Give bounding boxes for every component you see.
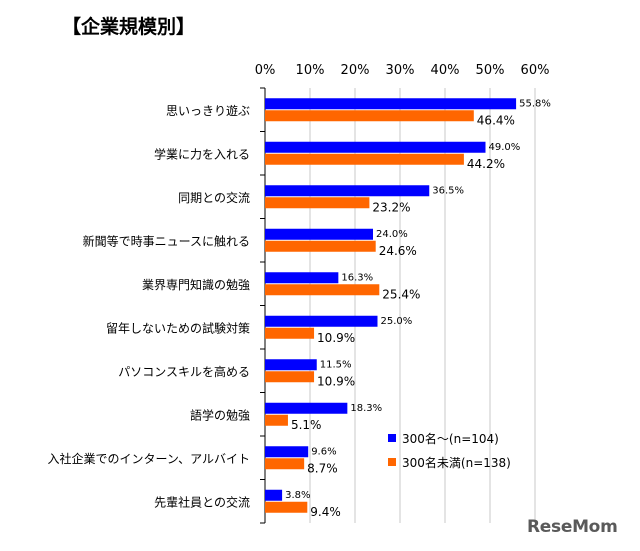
legend-item-small: 300名未満(n=138) — [388, 450, 511, 474]
data-label: 36.5% — [432, 185, 464, 196]
legend: 300名～(n=104) 300名未満(n=138) — [388, 426, 511, 474]
category-label: 業界専門知識の勉強 — [142, 278, 250, 292]
bar — [265, 98, 517, 110]
data-label: 55.8% — [519, 98, 551, 109]
x-tick-label: 10% — [296, 63, 325, 78]
x-tick-label: 30% — [386, 63, 415, 78]
data-label: 46.4% — [477, 113, 515, 127]
bar — [265, 197, 370, 209]
bar — [265, 446, 309, 458]
category-label: 思いっきり遊ぶ — [166, 103, 250, 118]
bar — [265, 153, 464, 165]
bar — [265, 284, 380, 296]
data-label: 8.7% — [307, 461, 338, 475]
category-label: 留年しないための試験対策 — [106, 320, 250, 335]
data-label: 25.4% — [382, 287, 420, 301]
bar — [265, 141, 486, 153]
data-label: 23.2% — [372, 200, 410, 214]
bar — [265, 240, 376, 252]
data-label: 24.6% — [379, 244, 417, 258]
bar — [265, 458, 305, 470]
legend-label-large: 300名～(n=104) — [402, 431, 499, 446]
bar — [265, 359, 317, 371]
data-label: 9.6% — [311, 446, 336, 457]
category-label: 学業に力を入れる — [154, 146, 250, 161]
bar — [265, 414, 288, 426]
data-label: 25.0% — [381, 316, 413, 327]
data-label: 11.5% — [320, 359, 352, 370]
x-tick-label: 50% — [476, 63, 505, 78]
x-tick-label: 60% — [521, 63, 550, 78]
category-label: 先輩社員との交流 — [154, 494, 250, 509]
x-tick-label: 0% — [255, 63, 276, 78]
bar — [265, 402, 348, 414]
data-label: 5.1% — [291, 418, 322, 432]
data-label: 10.9% — [317, 331, 355, 345]
bar — [265, 501, 308, 513]
resemom-logo: ReseMom — [527, 517, 618, 537]
bar — [265, 185, 430, 197]
data-label: 44.2% — [467, 157, 505, 171]
data-label: 49.0% — [489, 142, 521, 153]
bar — [265, 272, 339, 284]
legend-item-large: 300名～(n=104) — [388, 426, 511, 450]
data-label: 9.4% — [310, 505, 341, 519]
data-label: 18.3% — [350, 403, 382, 414]
category-label: 語学の勉強 — [190, 407, 250, 422]
bar — [265, 315, 378, 327]
category-label: パソコンスキルを高める — [118, 364, 250, 379]
data-label: 3.8% — [285, 490, 310, 501]
bar — [265, 110, 474, 122]
category-label: 入社企業でのインターン、アルバイト — [47, 451, 250, 466]
category-label: 同期との交流 — [178, 190, 250, 205]
category-label: 新聞等で時事ニュースに触れる — [83, 233, 250, 248]
legend-label-small: 300名未満(n=138) — [402, 455, 511, 470]
bar — [265, 371, 315, 383]
chart-title: 【企業規模別】 — [62, 16, 196, 38]
bar — [265, 228, 373, 240]
data-label: 10.9% — [317, 374, 355, 388]
x-tick-label: 40% — [431, 63, 460, 78]
bar — [265, 489, 283, 501]
legend-swatch-large — [388, 434, 396, 442]
data-label: 24.0% — [376, 229, 408, 240]
data-label: 16.3% — [341, 272, 373, 283]
x-tick-label: 20% — [341, 63, 370, 78]
bar — [265, 327, 315, 339]
legend-swatch-small — [388, 458, 396, 466]
